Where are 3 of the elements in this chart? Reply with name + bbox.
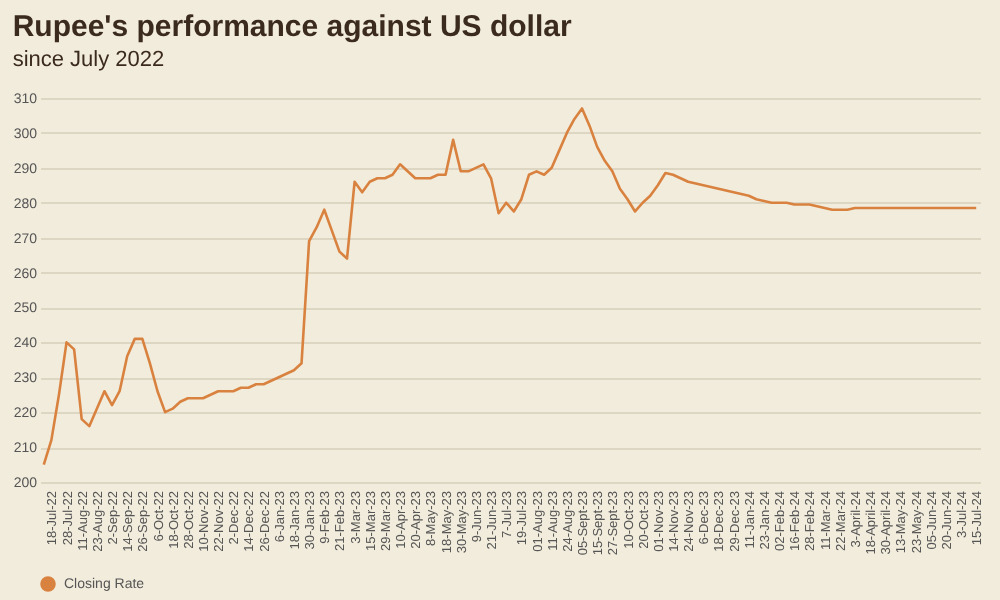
chart-title: Rupee's performance against US dollar <box>12 10 572 44</box>
line-series <box>42 107 978 466</box>
chart-subtitle: since July 2022 <box>12 48 165 72</box>
